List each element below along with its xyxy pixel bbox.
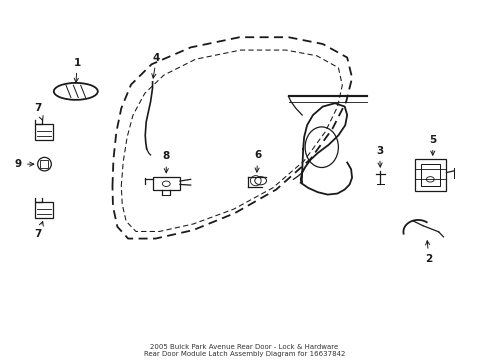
Bar [40, 160, 48, 168]
Text: 7: 7 [34, 103, 43, 120]
Text: 9: 9 [15, 159, 34, 169]
Bar [35, 202, 53, 218]
Text: 8: 8 [163, 152, 169, 173]
Text: 3: 3 [375, 146, 382, 167]
Bar [35, 124, 53, 140]
Bar [420, 164, 439, 186]
Text: 5: 5 [428, 135, 435, 155]
Text: 2005 Buick Park Avenue Rear Door - Lock & Hardware
Rear Door Module Latch Assemb: 2005 Buick Park Avenue Rear Door - Lock … [143, 344, 345, 357]
Bar [414, 159, 446, 191]
Bar [152, 177, 180, 189]
Text: 4: 4 [151, 53, 160, 78]
Text: 1: 1 [74, 58, 81, 82]
Text: 6: 6 [254, 150, 261, 172]
Text: 2: 2 [425, 241, 431, 264]
Text: 7: 7 [34, 221, 43, 239]
